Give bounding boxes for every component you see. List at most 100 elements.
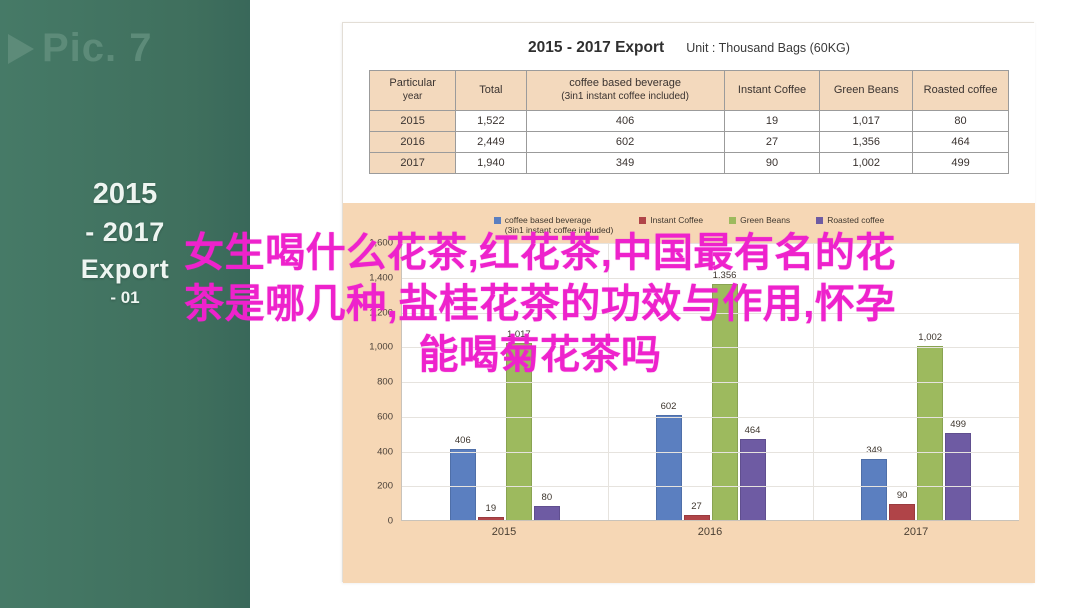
cell-instant-coffee: 90 <box>723 152 821 174</box>
bar-slot: 1,002 <box>917 243 944 520</box>
gridline <box>402 451 1019 453</box>
gridline <box>402 347 1019 349</box>
bar-slot: 464 <box>739 243 766 520</box>
bar-2016-series-0[interactable] <box>655 415 682 520</box>
bar-value-label: 349 <box>866 445 882 456</box>
col-label: Total <box>479 83 503 96</box>
bar-slot: 19 <box>477 243 504 520</box>
chart-x-axis: 2015 2016 2017 <box>401 523 1019 543</box>
legend-swatch-icon <box>729 217 737 224</box>
y-axis-tick-label: 800 <box>377 376 393 388</box>
gridline <box>402 486 1019 488</box>
watermark: Pic. 7 <box>8 26 153 71</box>
bar-2015-series-3[interactable] <box>533 506 560 520</box>
col-header-total: Total <box>455 70 527 111</box>
bar-2017-series-1[interactable] <box>889 504 916 520</box>
bar-slot: 1,356 <box>711 243 738 520</box>
cell-green-beans: 1,002 <box>819 152 914 174</box>
content-card: 2015 - 2017 Export Unit : Thousand Bags … <box>342 22 1035 583</box>
col-label: Roasted coffee <box>923 83 998 96</box>
bar-value-label: 1,002 <box>918 331 943 343</box>
gridline <box>402 416 1019 418</box>
bar-2015-series-1[interactable] <box>477 516 504 520</box>
legend-swatch-icon <box>639 217 647 224</box>
bar-2016-series-2[interactable] <box>711 284 738 520</box>
col-header-green-beans: Green Beans <box>819 70 914 111</box>
cell-coffee-based-beverage: 406 <box>525 110 725 132</box>
chart-y-axis: 0 200 400 600 800 1,000 1,200 1,400 1,600 <box>357 238 399 527</box>
col-label: Particular <box>389 77 436 90</box>
bar-2015-series-2[interactable] <box>505 343 532 520</box>
col-sublabel: year <box>402 91 423 103</box>
legend-label: Green Beans <box>740 215 791 225</box>
table-body: 2015 1,522 406 19 1,017 80 2016 2,449 60… <box>368 110 1009 174</box>
y-axis-tick-label: 0 <box>387 515 393 527</box>
bar-2017-series-3[interactable] <box>945 433 972 520</box>
cell-green-beans: 1,017 <box>819 110 914 132</box>
bar-slot: 499 <box>945 243 972 520</box>
x-axis-label-2016: 2016 <box>697 526 723 538</box>
sidebar-caption-line3: Export <box>80 253 170 284</box>
cell-year: 2017 <box>368 152 457 174</box>
col-header-particular-year: Particular year <box>368 70 457 111</box>
col-header-coffee-based-beverage: coffee based beverage (3in1 instant coff… <box>525 70 725 111</box>
bar-group-2016: 602 27 1,356 464 <box>608 243 814 520</box>
col-label: coffee based beverage <box>569 77 681 90</box>
y-axis-tick-label: 400 <box>377 446 393 457</box>
y-axis-tick-label: 600 <box>377 411 393 423</box>
sidebar-caption: 2015 - 2017 Export - 01 <box>0 175 250 310</box>
x-axis-label-2015: 2015 <box>491 526 517 538</box>
watermark-label: Pic. 7 <box>42 26 153 70</box>
gridline <box>402 382 1019 383</box>
bar-slot: 27 <box>683 243 710 520</box>
legend-swatch-icon <box>493 217 501 224</box>
group-separator <box>813 243 815 520</box>
bar-slot: 90 <box>889 243 916 520</box>
bar-value-label: 19 <box>485 502 497 514</box>
bar-slot: 602 <box>655 243 682 520</box>
table-unit-note: Unit : Thousand Bags (60KG) <box>686 41 850 55</box>
table-row: 2017 1,940 349 90 1,002 499 <box>368 152 1009 174</box>
y-axis-tick-label: 1,000 <box>369 341 393 353</box>
cell-total: 2,449 <box>455 131 527 153</box>
cell-year: 2015 <box>368 110 457 132</box>
sidebar-caption-line4: - 01 <box>110 288 140 308</box>
legend-label-sub: (3in1 instant coffee included) <box>504 225 614 236</box>
legend-label: coffee based beverage (3in1 instant coffe… <box>504 215 614 236</box>
chart-bars-layer: 406 19 1,017 80 602 27 1,356 464 349 90 1,002 499 <box>402 243 1019 520</box>
table-title: 2015 - 2017 Export <box>528 39 665 56</box>
legend-item-2[interactable]: Green Beans <box>729 215 790 225</box>
cell-total: 1,522 <box>455 110 527 132</box>
table-row: 2016 2,449 602 27 1,356 464 <box>368 131 1009 153</box>
cell-instant-coffee: 27 <box>723 131 821 153</box>
bar-2017-series-2[interactable] <box>917 345 944 520</box>
sidebar-caption-line1: 2015 <box>92 178 158 210</box>
legend-item-3[interactable]: Roasted coffee <box>816 215 884 225</box>
bar-2015-series-0[interactable] <box>449 449 476 520</box>
cell-coffee-based-beverage: 602 <box>525 131 725 153</box>
bar-2017-series-0[interactable] <box>861 459 888 520</box>
cell-instant-coffee: 19 <box>723 110 821 132</box>
bar-2016-series-3[interactable] <box>739 439 766 520</box>
chart-legend: coffee based beverage (3in1 instant coffe… <box>353 211 1025 241</box>
bar-value-label: 602 <box>660 401 677 413</box>
cell-green-beans: 1,356 <box>819 131 914 153</box>
chart-plot-wrapper: 0 200 400 600 800 1,000 1,200 1,400 1,600 406 19 1… <box>357 238 1021 543</box>
bar-value-label: 27 <box>691 501 702 513</box>
col-header-roasted-coffee: Roasted coffee <box>912 70 1009 111</box>
cell-coffee-based-beverage: 349 <box>525 152 725 174</box>
chart-plot-area: 406 19 1,017 80 602 27 1,356 464 349 90 1,002 499 <box>401 243 1019 521</box>
y-axis-tick-label: 1,600 <box>369 237 393 249</box>
legend-item-0[interactable]: coffee based beverage (3in1 instant coffe… <box>493 215 614 236</box>
col-label: Instant Coffee <box>737 83 807 96</box>
chart-section: coffee based beverage (3in1 instant coffe… <box>343 203 1035 583</box>
bar-2016-series-1[interactable] <box>683 515 710 520</box>
export-table: Particular year Total coffee based bever… <box>368 70 1009 174</box>
table-row: 2015 1,522 406 19 1,017 80 <box>368 110 1009 132</box>
legend-item-1[interactable]: Instant Coffee <box>639 215 703 225</box>
col-label: Green Beans <box>833 83 899 96</box>
bar-slot: 1,017 <box>505 243 532 520</box>
bar-group-2015: 406 19 1,017 80 <box>402 243 608 520</box>
left-sidebar: Pic. 7 2015 - 2017 Export - 01 <box>0 0 250 608</box>
